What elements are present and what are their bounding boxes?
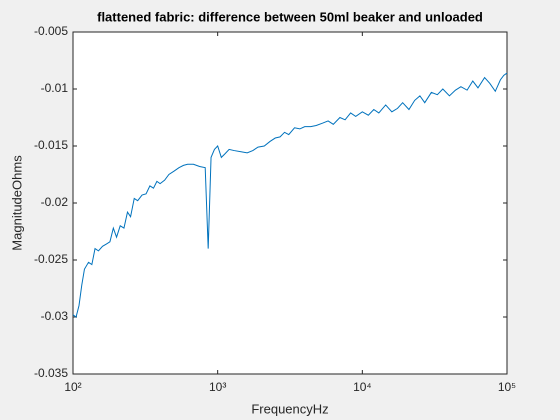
y-tick-label: -0.025	[34, 252, 68, 266]
y-tick-label: -0.005	[34, 24, 68, 38]
data-line	[72, 72, 508, 318]
chart-title: flattened fabric: difference between 50m…	[97, 9, 483, 24]
x-tick-label: 10²	[64, 380, 81, 394]
x-axis-label: FrequencyHz	[251, 401, 328, 416]
y-tick-label: -0.01	[41, 81, 69, 95]
axes-box	[72, 31, 508, 375]
x-tick-label: 10⁵	[498, 380, 516, 394]
y-tick-label: -0.02	[41, 195, 69, 209]
y-axis-label: MagnitudeOhms	[9, 155, 24, 251]
x-tick-label: 10⁴	[353, 380, 372, 394]
plot-area	[73, 32, 507, 374]
y-tick-label: -0.035	[34, 366, 68, 380]
y-tick-label: -0.015	[34, 138, 68, 152]
x-tick-label: 10³	[209, 380, 226, 394]
y-tick-label: -0.03	[41, 309, 69, 323]
